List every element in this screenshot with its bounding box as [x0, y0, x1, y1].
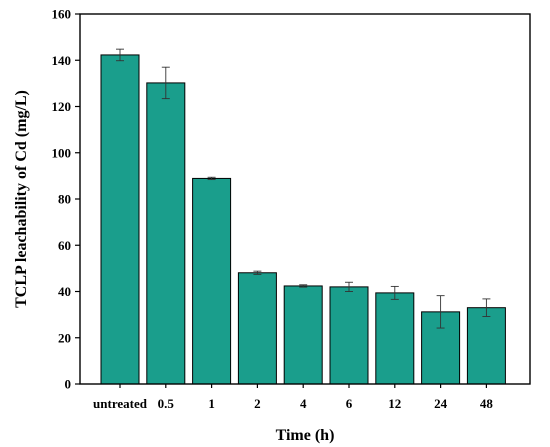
- bars: [100, 54, 506, 385]
- error-bars: [116, 48, 491, 329]
- x-tick-label: untreated: [93, 396, 148, 411]
- y-axis-title: TCLP leachability of Cd (mg/L): [13, 90, 30, 308]
- x-axis-title: Time (h): [276, 427, 335, 444]
- x-tick-label: 6: [346, 396, 353, 411]
- bar: [146, 82, 186, 385]
- bar: [375, 292, 415, 385]
- bar: [237, 272, 277, 385]
- y-tick-label: 80: [58, 192, 71, 207]
- x-tick-label: 0.5: [158, 396, 175, 411]
- y-tick-label: 100: [52, 145, 72, 160]
- x-tick-label: 24: [434, 396, 448, 411]
- x-tick-label: 12: [388, 396, 401, 411]
- bar: [283, 285, 323, 385]
- y-tick-label: 20: [58, 330, 71, 345]
- bar: [192, 177, 232, 385]
- x-tick-label: 2: [254, 396, 261, 411]
- x-tick-label: 1: [208, 396, 215, 411]
- y-tick-label: 60: [58, 238, 71, 253]
- x-axis-ticks: untreated 0.5 1 2 4 6 12 24 48: [93, 384, 493, 411]
- bar: [100, 54, 140, 385]
- x-tick-label: 4: [300, 396, 307, 411]
- y-tick-label: 120: [52, 99, 72, 114]
- y-tick-label: 160: [52, 7, 72, 22]
- y-tick-label: 140: [52, 53, 72, 68]
- y-axis-ticks: 0 20 40 60 80 100 120 140 160: [52, 7, 80, 392]
- bar: [329, 286, 369, 385]
- bar: [466, 307, 506, 385]
- x-tick-label: 48: [480, 396, 494, 411]
- y-tick-label: 0: [65, 377, 72, 392]
- y-tick-label: 40: [58, 284, 71, 299]
